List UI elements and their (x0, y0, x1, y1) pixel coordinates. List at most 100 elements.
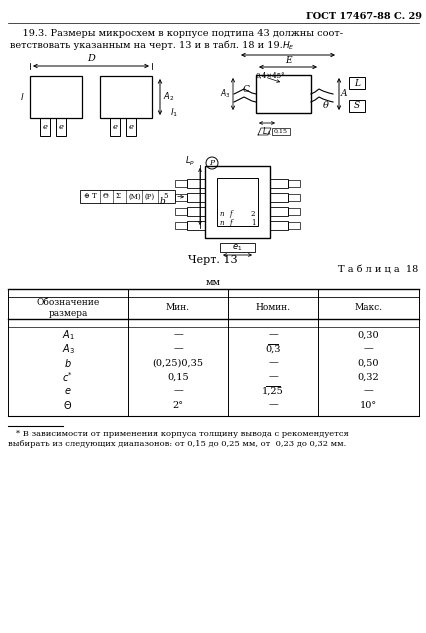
Bar (256, 75, 310, 113)
Text: —: — (173, 344, 182, 353)
Text: ⊕: ⊕ (83, 192, 89, 201)
Text: 1: 1 (250, 219, 255, 227)
Text: P: P (209, 159, 214, 167)
Bar (204, 166, 269, 238)
Text: f: f (229, 219, 232, 227)
Bar (175, 180, 187, 187)
Bar (287, 194, 299, 201)
Bar (187, 179, 204, 188)
Text: Макс.: Макс. (354, 303, 382, 313)
Text: $l$: $l$ (20, 92, 24, 103)
Text: 0,32: 0,32 (357, 372, 378, 382)
Text: $A_3$: $A_3$ (220, 88, 230, 100)
Bar (216, 178, 257, 226)
Bar (269, 179, 287, 188)
Text: Номин.: Номин. (255, 303, 290, 313)
Text: $l_1$: $l_1$ (170, 107, 178, 119)
Bar (187, 207, 204, 216)
Text: 0,50: 0,50 (357, 358, 378, 368)
Text: 0,3: 0,3 (265, 344, 280, 353)
Text: —: — (268, 358, 277, 368)
Text: Σ: Σ (116, 192, 121, 201)
Bar (30, 76, 82, 118)
Bar (287, 222, 299, 229)
Text: 19.3. Размеры микросхем в корпусе подтипа 43 должны соот-: 19.3. Размеры микросхем в корпусе подтип… (10, 29, 342, 38)
Text: (0,25)0,35: (0,25)0,35 (152, 358, 203, 368)
Text: θ: θ (322, 101, 328, 110)
Bar (269, 221, 287, 230)
Text: e: e (43, 123, 47, 131)
Text: 5: 5 (163, 192, 167, 201)
Bar (187, 193, 204, 202)
Text: e: e (128, 123, 133, 131)
Text: 2°: 2° (172, 401, 183, 410)
Bar (269, 193, 287, 202)
Text: 0,15: 0,15 (273, 129, 287, 134)
Text: 2: 2 (250, 210, 255, 218)
Text: (M): (M) (129, 192, 141, 201)
Bar (126, 118, 136, 136)
Text: $A_3$: $A_3$ (61, 342, 74, 356)
Text: 0,30: 0,30 (357, 330, 378, 339)
Text: выбирать из следующих диапазонов: от 0,15 до 0,25 мм, от  0,23 до 0,32 мм.: выбирать из следующих диапазонов: от 0,1… (8, 440, 345, 448)
Bar (348, 100, 364, 112)
Text: $e_1$: $e_1$ (232, 242, 242, 253)
Bar (287, 208, 299, 215)
Text: 0,4×45°: 0,4×45° (256, 71, 285, 79)
Bar (100, 76, 152, 118)
Bar (175, 222, 187, 229)
Text: Мин.: Мин. (166, 303, 190, 313)
Text: n: n (219, 219, 224, 227)
Text: C: C (242, 84, 249, 94)
Text: $A_2$: $A_2$ (163, 91, 174, 103)
Bar (269, 207, 287, 216)
Text: —: — (173, 387, 182, 396)
Text: мм: мм (205, 278, 220, 287)
Bar (219, 243, 254, 252)
Text: b: b (159, 197, 164, 206)
Text: —: — (268, 401, 277, 410)
Text: A: A (340, 89, 347, 99)
Bar (40, 118, 50, 136)
Text: L: L (353, 78, 359, 87)
Text: S: S (353, 101, 359, 111)
Bar (175, 208, 187, 215)
Text: * В зависимости от применения корпуса толщину вывода c рекомендуется: * В зависимости от применения корпуса то… (8, 430, 348, 438)
Text: $A_1$: $A_1$ (61, 328, 74, 342)
Bar (56, 118, 66, 136)
Text: $b$: $b$ (64, 357, 72, 369)
Text: e: e (58, 123, 63, 131)
Text: Θ: Θ (103, 192, 109, 201)
Text: —: — (363, 387, 372, 396)
Text: n: n (219, 210, 224, 218)
Text: $c^{*}$: $c^{*}$ (62, 370, 73, 384)
Bar (187, 221, 204, 230)
Text: $H_E$: $H_E$ (281, 39, 294, 52)
Text: $\Theta$: $\Theta$ (63, 399, 72, 411)
Text: —: — (268, 330, 277, 339)
Bar (271, 128, 289, 135)
Text: —: — (268, 372, 277, 382)
Text: D: D (87, 54, 95, 63)
Bar (287, 180, 299, 187)
Bar (175, 194, 187, 201)
Text: Черт. 13: Черт. 13 (188, 255, 237, 265)
Text: T: T (92, 192, 97, 201)
Bar (80, 190, 175, 203)
Text: —: — (363, 344, 372, 353)
Text: E: E (284, 56, 291, 65)
Bar (348, 77, 364, 89)
Text: Т а б л и ц а  18: Т а б л и ц а 18 (337, 265, 417, 274)
Text: 10°: 10° (359, 401, 376, 410)
Text: (P): (P) (145, 192, 155, 201)
Text: ГОСТ 17467-88 С. 29: ГОСТ 17467-88 С. 29 (305, 12, 421, 21)
Text: 0,15: 0,15 (167, 372, 188, 382)
Bar (110, 118, 120, 136)
Text: —: — (173, 330, 182, 339)
Text: Обозначение
размера: Обозначение размера (36, 298, 99, 318)
Text: $L_p$: $L_p$ (184, 154, 195, 168)
Text: $e$: $e$ (64, 386, 72, 396)
Text: f: f (229, 210, 232, 218)
Text: $L_A$: $L_A$ (262, 126, 271, 139)
Text: ветствовать указанным на черт. 13 и в табл. 18 и 19.: ветствовать указанным на черт. 13 и в та… (10, 40, 282, 49)
